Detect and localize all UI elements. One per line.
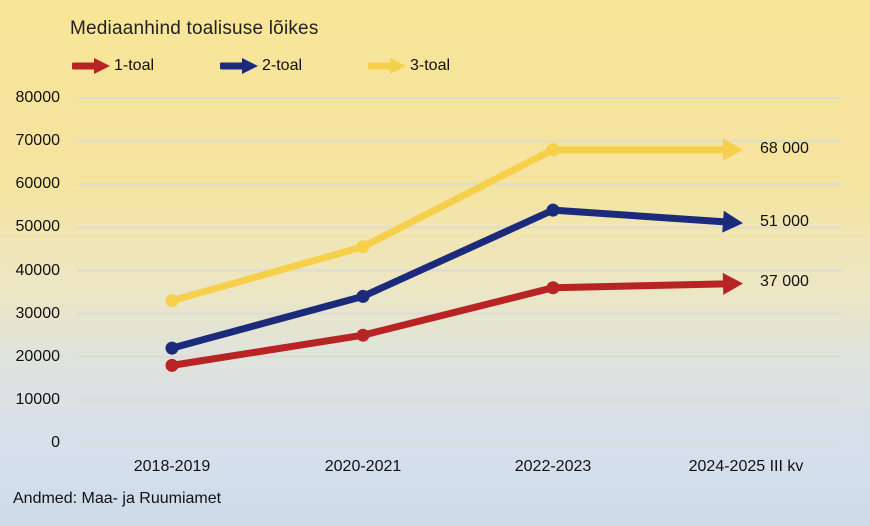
y-tick-label: 80000 xyxy=(15,89,61,106)
arrow-head-icon xyxy=(722,210,743,233)
series-3-toal xyxy=(165,138,743,308)
legend-label: 3-toal xyxy=(410,57,451,74)
legend-item-2-toal: 2-toal xyxy=(220,55,302,77)
legend-arrow-icon xyxy=(72,58,110,74)
legend-label: 1-toal xyxy=(114,57,155,74)
data-point xyxy=(546,143,560,157)
legend-arrow-icon xyxy=(220,58,258,74)
data-point xyxy=(546,203,560,217)
x-tick-label: 2024-2025 III kv xyxy=(688,458,804,475)
data-point xyxy=(356,289,370,303)
y-tick-label: 20000 xyxy=(15,347,61,365)
legend-arrow-icon xyxy=(368,58,406,74)
data-point xyxy=(165,341,179,355)
series-line xyxy=(171,146,725,305)
source-note: Andmed: Maa- ja Ruumiamet xyxy=(13,490,222,507)
series-line xyxy=(171,206,726,352)
arrow-head-icon xyxy=(722,272,743,295)
y-tick-label: 60000 xyxy=(15,175,61,193)
chart-title: Mediaanhind toalisuse lõikes xyxy=(70,18,319,39)
series-2-toal xyxy=(165,203,743,355)
y-tick-label: 40000 xyxy=(15,261,61,279)
end-value-label: 37 000 xyxy=(760,273,809,291)
data-point xyxy=(356,328,370,342)
series-1-toal xyxy=(165,272,743,372)
end-value-label: 51 000 xyxy=(760,213,809,231)
series-line xyxy=(171,280,726,369)
legend-item-1-toal: 1-toal xyxy=(72,55,154,77)
x-tick-label: 2018-2019 xyxy=(133,458,211,475)
data-point xyxy=(165,358,179,372)
y-tick-label: 70000 xyxy=(15,132,61,150)
y-tick-label: 50000 xyxy=(15,218,61,236)
data-point xyxy=(546,281,560,295)
y-tick-label: 30000 xyxy=(15,304,61,322)
legend-label: 2-toal xyxy=(262,57,303,74)
legend-item-3-toal: 3-toal xyxy=(368,55,450,77)
arrow-head-icon xyxy=(723,138,743,161)
end-value-label: 68 000 xyxy=(760,139,809,157)
data-point xyxy=(165,294,179,308)
data-point xyxy=(356,240,370,254)
y-tick-label: 0 xyxy=(51,434,60,451)
x-tick-label: 2020-2021 xyxy=(324,458,402,475)
y-tick-label: 10000 xyxy=(15,390,61,408)
x-tick-label: 2022-2023 xyxy=(514,458,592,475)
